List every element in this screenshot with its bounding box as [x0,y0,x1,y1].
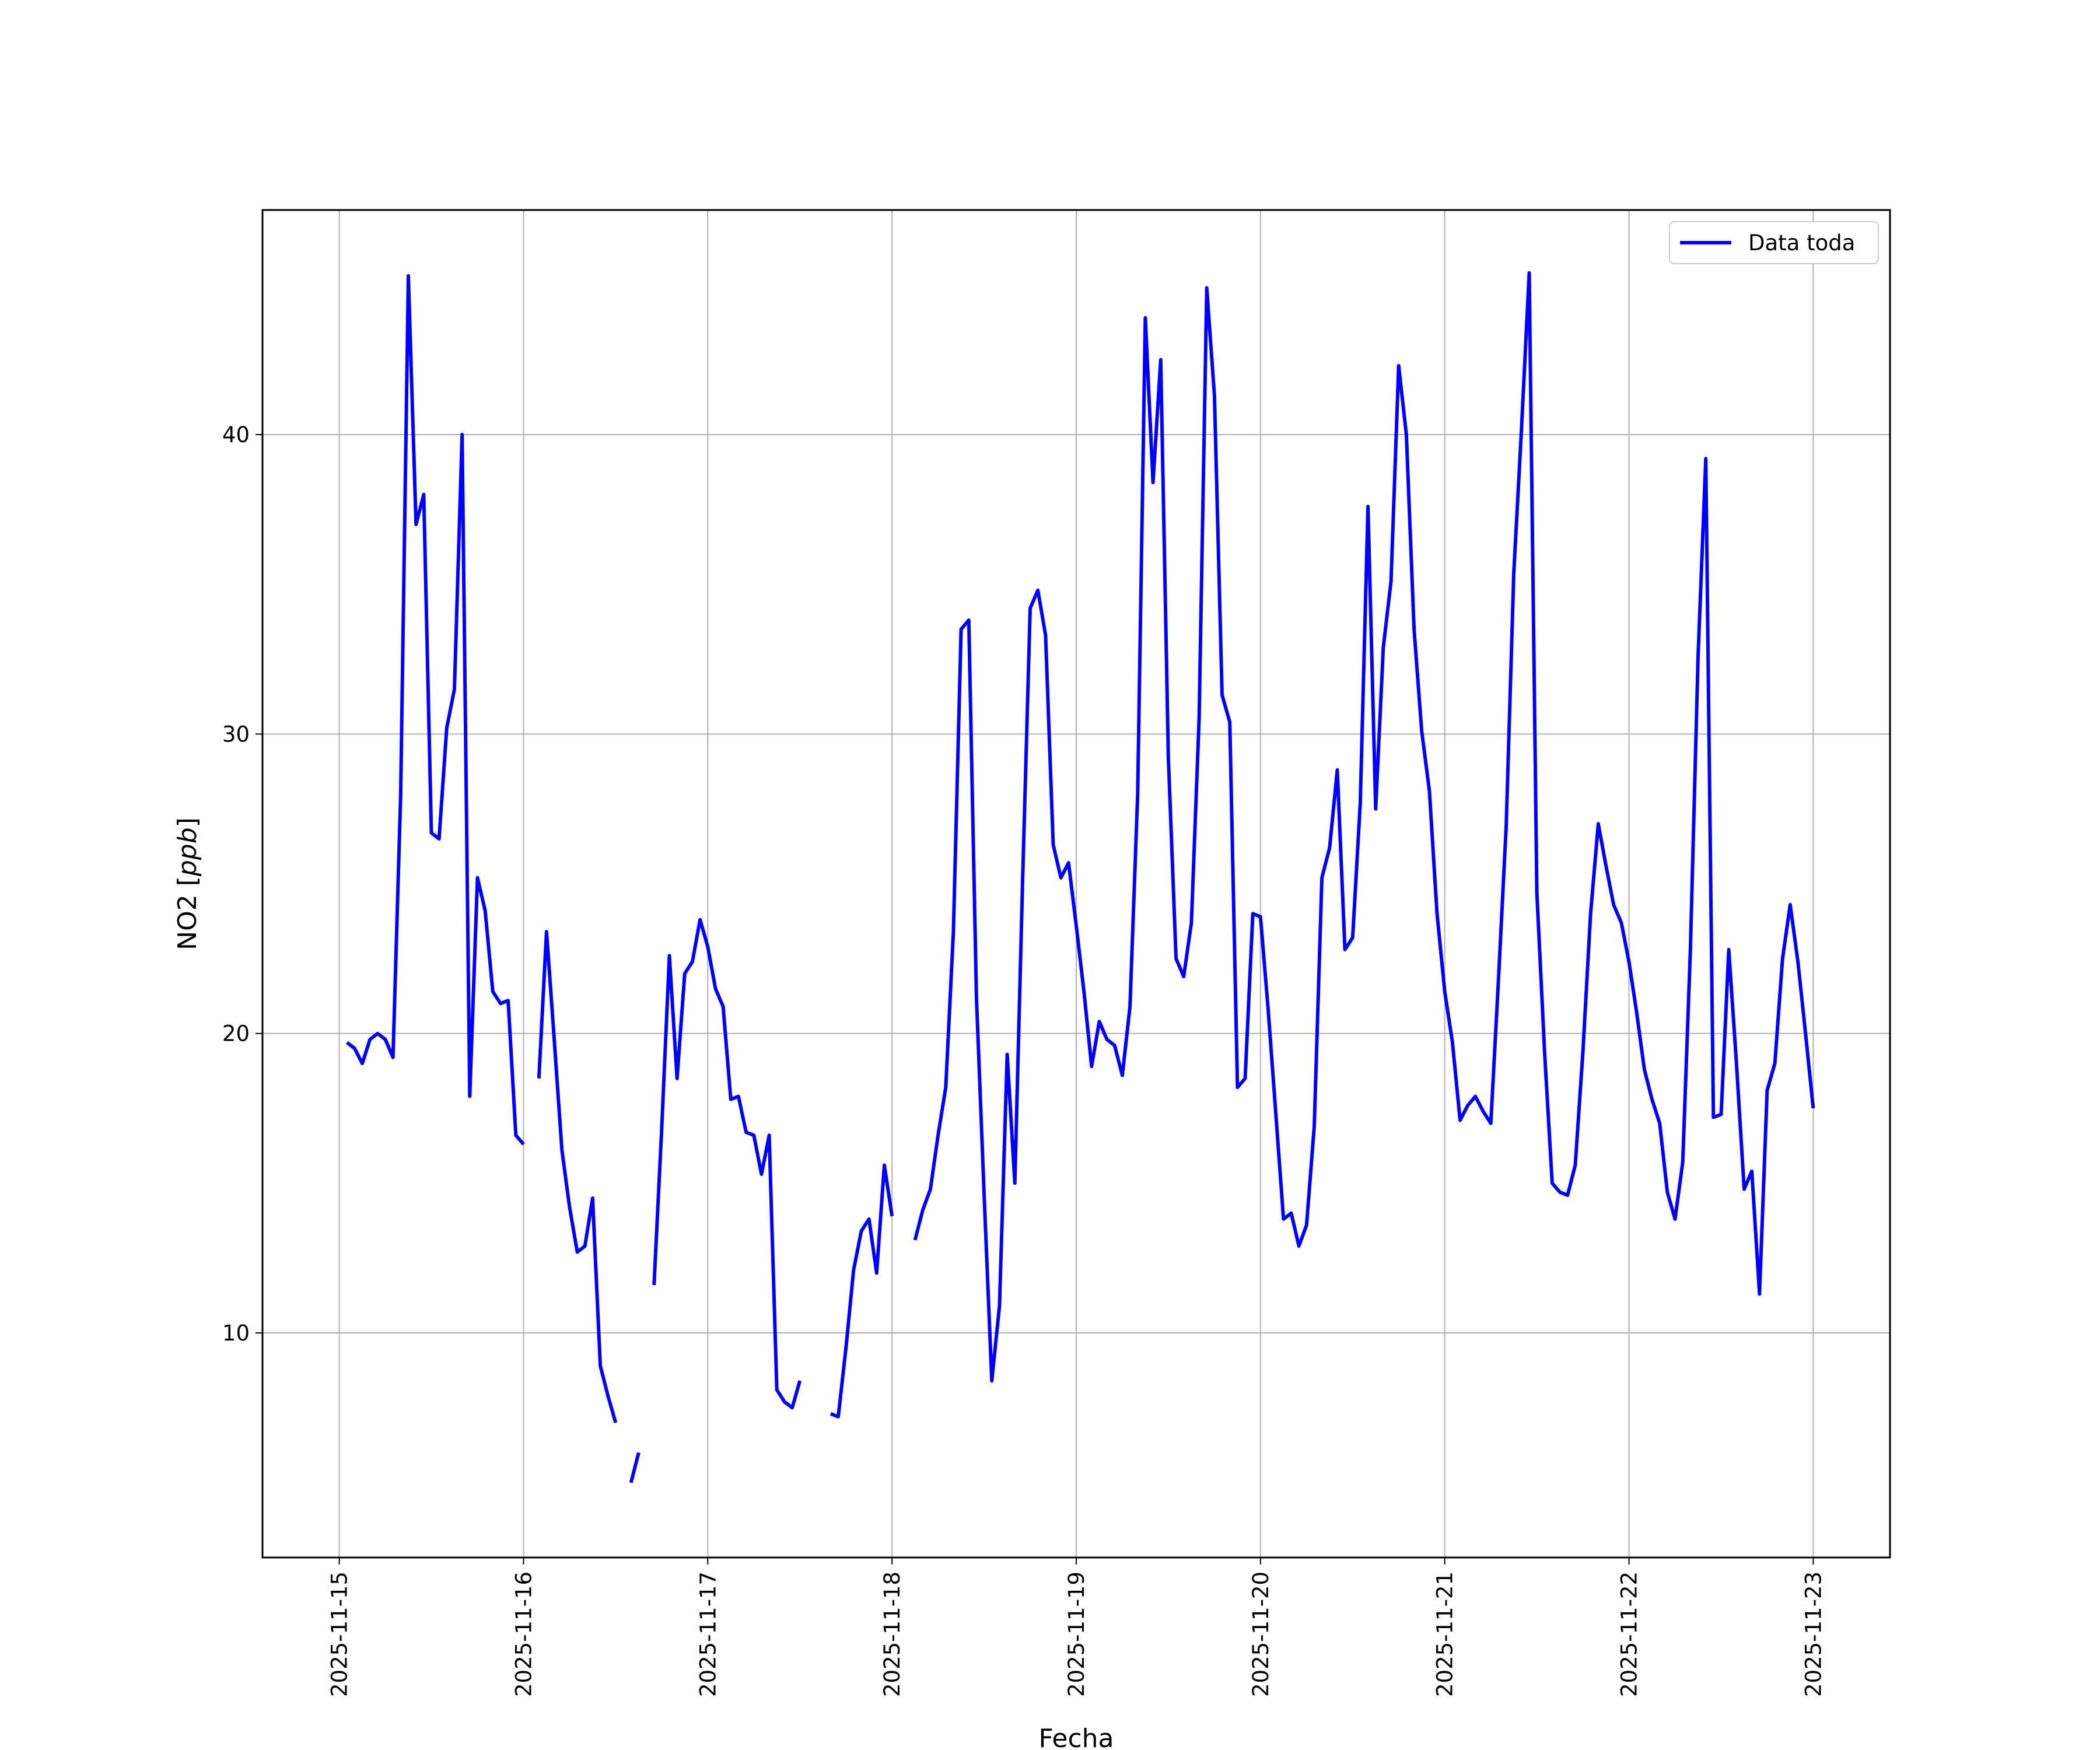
x-tick-label: 2025-11-18 [880,1572,905,1697]
x-tick-label: 2025-11-19 [1064,1572,1089,1697]
grid [262,210,1890,1558]
y-tick-label: 20 [222,1021,250,1046]
y-tick-label: 10 [222,1321,250,1346]
series-line-data-toda [537,930,618,1423]
series-layer [345,271,1815,1483]
x-tick-label: 2025-11-22 [1617,1572,1642,1697]
series-line-data-toda [652,918,802,1410]
y-tick-label: 40 [222,422,250,447]
series-line-data-toda [345,274,525,1146]
x-tick-label: 2025-11-23 [1801,1572,1826,1697]
x-tick-label: 2025-11-16 [511,1572,536,1697]
y-axis-title-suffix: ] [173,817,202,827]
x-tick-label: 2025-11-17 [695,1572,720,1697]
legend-box [1669,221,1879,264]
x-tick-label: 2025-11-20 [1248,1572,1273,1697]
x-tick-label: 2025-11-15 [327,1572,352,1697]
legend-label-data-toda: Data toda [1748,230,1855,256]
y-axis: 10 20 30 40 [222,422,262,1346]
x-axis: 2025-11-15 2025-11-16 2025-11-17 2025-11-18… [327,1558,1826,1697]
series-line-data-toda [830,1163,894,1419]
y-tick-label: 30 [222,722,250,747]
legend: Data toda [1669,221,1879,264]
y-axis-title: NO2 [ppb] [173,817,202,950]
x-tick-label: 2025-11-21 [1433,1572,1458,1697]
series-line-data-toda [629,1452,640,1483]
series-line-data-toda [913,271,1815,1383]
y-axis-title-unit: ppb [173,827,202,877]
x-axis-title: Fecha [1038,1724,1114,1750]
y-axis-title-prefix: NO2 [ [173,876,202,950]
